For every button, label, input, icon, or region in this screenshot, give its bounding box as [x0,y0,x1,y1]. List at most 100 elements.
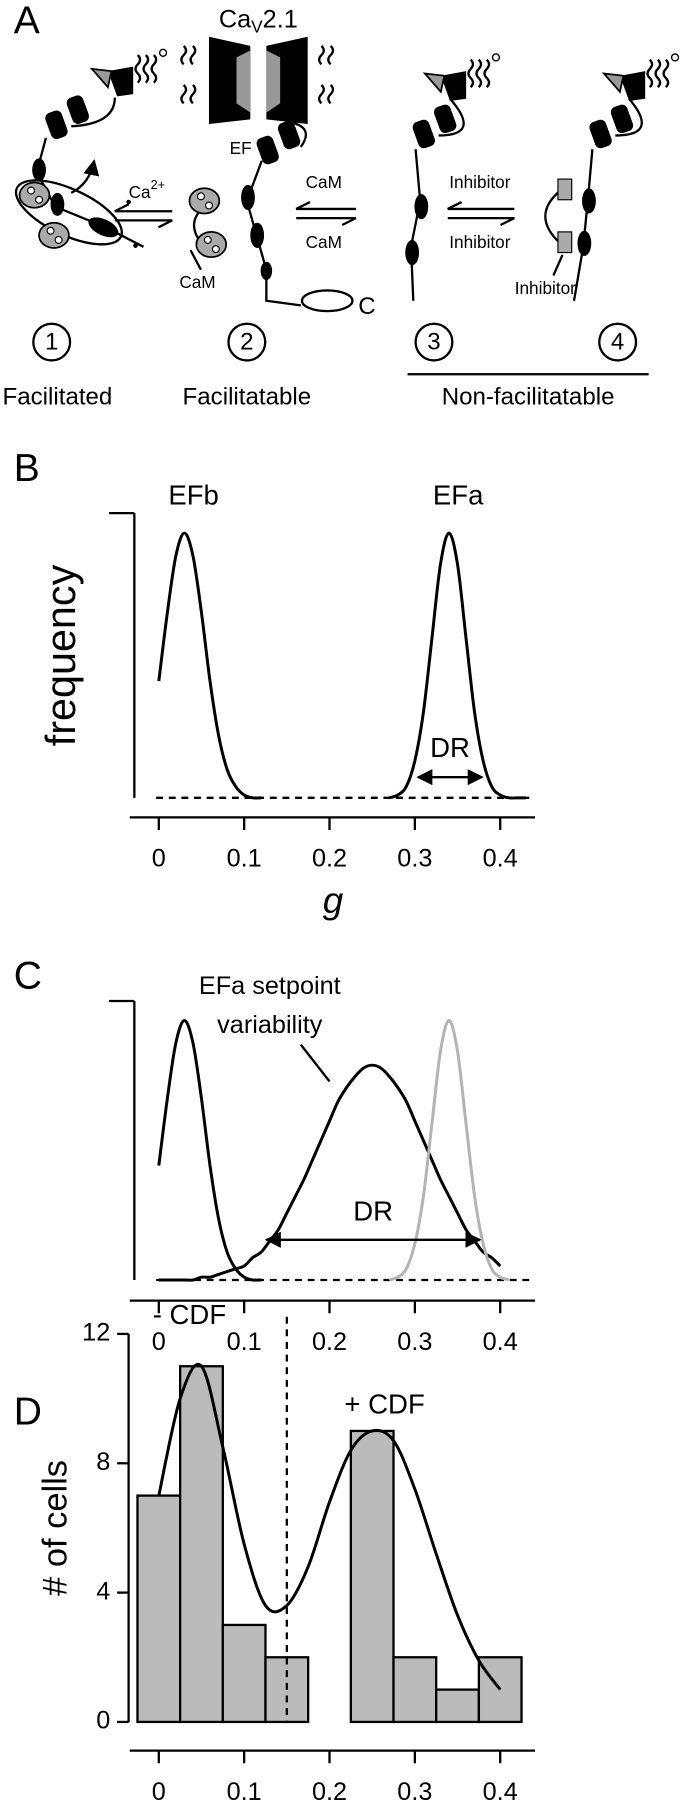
bar [178,1365,224,1724]
ion [126,199,131,205]
state-circle [32,322,72,362]
series-line [158,1063,502,1282]
cam-label: CaM [179,272,215,292]
x-tick-label: 0 [152,1778,166,1800]
channel-name: CaV2.1 [219,5,298,36]
cam [18,181,51,209]
anchor [90,48,168,98]
equilibrium-arrows [295,201,357,227]
leader [189,249,202,271]
inhibitor [557,231,573,254]
cam [195,231,228,259]
panel-label: C [14,954,42,997]
domain [414,194,429,220]
state-label: Facilitatable [183,384,312,411]
c-tail [409,97,465,301]
ef-label: EF [230,138,252,158]
bar [221,1623,267,1724]
bar [349,1429,395,1724]
anchor [423,52,501,103]
inhibitor-link [544,189,562,245]
y-axis-label: # of cells [37,1460,75,1596]
leader [552,254,564,276]
state-circle [598,322,638,362]
domain [241,184,255,211]
x-tick-label: 0.2 [312,844,347,872]
y-tick-label: 8 [96,1448,110,1476]
state-circle [227,322,267,362]
annotation: - CDF [153,1299,226,1330]
y-tick-label: 4 [96,1577,110,1605]
x-tick-label: 0.1 [227,844,262,872]
membrane-lipids [180,45,335,105]
ion-sup: 2+ [151,178,165,192]
c-loop [300,289,354,313]
series-label: EFa setpoint variability [198,971,341,1039]
annotation: DR [430,732,470,763]
series-label-box: EFa setpoint variability [198,971,341,1039]
series-line [157,1019,262,1282]
series-line [388,531,526,800]
bar [392,1656,438,1724]
helices [587,102,635,150]
channel-pore [236,50,251,113]
x-tick-label: 0.3 [397,1778,432,1800]
channel-sub: V [251,16,263,36]
c-tail [572,97,643,301]
channel-base: Ca [219,5,252,33]
x-tick-label: 0.4 [483,1328,518,1356]
panel-label: A [14,0,40,42]
y-tick-label: 0 [96,1707,110,1735]
domain [405,239,420,266]
equilibrium-arrows [447,201,515,227]
series-label: EFa [433,479,484,510]
series-line [388,1019,510,1282]
curved-arrow [70,159,100,194]
panel-label: D [14,1391,42,1434]
cam-label: CaM [306,232,342,252]
cam-label: CaM [306,172,342,192]
state-circle [414,322,454,362]
channel-pore [266,50,281,113]
channel-rest: 2.1 [263,5,298,33]
x-tick-label: 0.2 [312,1328,347,1356]
x-tick-label: 0.4 [483,844,518,872]
helices [43,93,91,141]
inhibitor [557,178,573,201]
x-tick-label: 0.3 [397,1328,432,1356]
inhibitor-label: Inhibitor [449,232,510,252]
state-number: 3 [427,329,440,356]
domain [50,192,65,216]
helices [411,102,458,150]
equilibrium-arrows [114,203,173,229]
bar [435,1688,481,1724]
y-tick-label: 12 [82,1319,110,1347]
state-number: 2 [240,329,253,356]
annotation: DR [353,1196,393,1227]
ion-label: Ca2+ [129,178,165,201]
panel-label: B [14,447,40,490]
state-number: 4 [611,329,624,356]
y-axis-label: frequency [38,564,84,746]
x-tick-label: 0.1 [227,1328,262,1356]
x-tick-label: 0.2 [312,1778,347,1800]
x-tick-label: 0 [152,1328,166,1356]
domain [577,230,592,256]
helices [254,119,302,166]
domain [250,222,265,248]
bar [136,1494,182,1724]
anchor [602,52,680,103]
cam [188,187,221,215]
domain [260,261,273,281]
channel [180,36,335,124]
bar [477,1656,523,1724]
x-tick-label: 0.1 [227,1778,262,1800]
group-label: Non-facilitatable [442,384,615,411]
inhibitor-label: Inhibitor [515,278,576,298]
cam [38,221,70,249]
state-label: Facilitated [3,384,113,411]
c-label: C [358,293,375,320]
